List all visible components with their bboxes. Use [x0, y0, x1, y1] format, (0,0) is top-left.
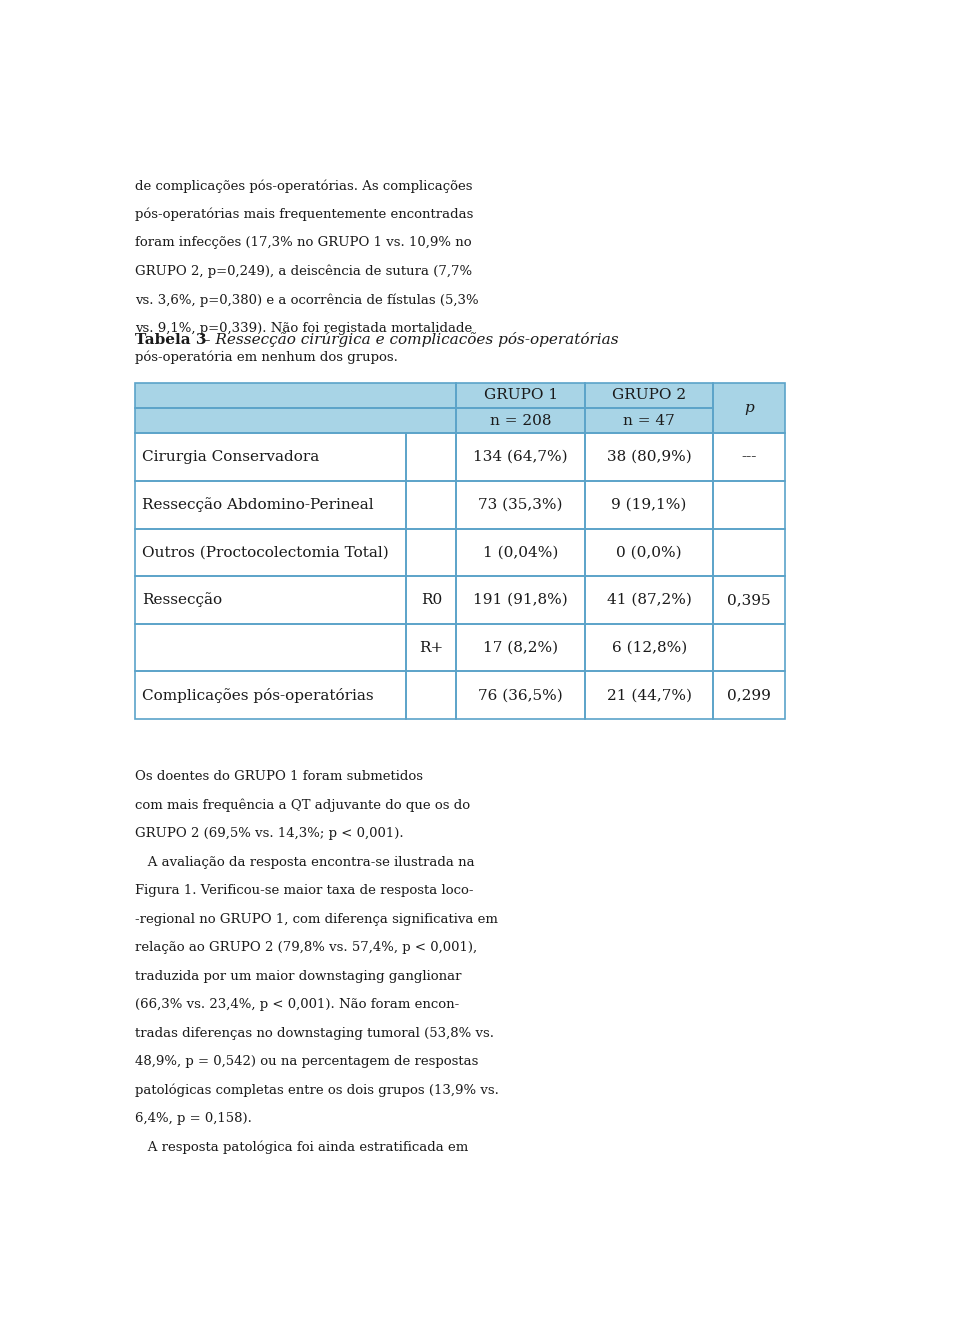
- Text: vs. 9,1%, p=0,339). Não foi registada mortalidade: vs. 9,1%, p=0,339). Não foi registada mo…: [134, 321, 472, 335]
- Text: Complicações pós-operatórias: Complicações pós-operatórias: [142, 688, 374, 703]
- Bar: [456, 577, 585, 624]
- Text: A resposta patológica foi ainda estratificada em: A resposta patológica foi ainda estratif…: [134, 1140, 468, 1154]
- Bar: [456, 382, 585, 407]
- Bar: [585, 407, 713, 434]
- Text: foram infecções (17,3% no GRUPO 1 vs. 10,9% no: foram infecções (17,3% no GRUPO 1 vs. 10…: [134, 237, 471, 249]
- Bar: [406, 482, 456, 529]
- Bar: [406, 434, 456, 482]
- Text: -regional no GRUPO 1, com diferença significativa em: -regional no GRUPO 1, com diferença sign…: [134, 913, 497, 926]
- Text: GRUPO 1: GRUPO 1: [484, 389, 558, 402]
- Bar: [713, 382, 785, 434]
- Text: com mais frequência a QT adjuvante do que os do: com mais frequência a QT adjuvante do qu…: [134, 799, 470, 812]
- Text: 6,4%, p = 0,158).: 6,4%, p = 0,158).: [134, 1113, 252, 1126]
- Bar: [456, 529, 585, 577]
- Text: – Ressecção cirúrgica e complicacões pós-operatórias: – Ressecção cirúrgica e complicacões pós…: [198, 332, 619, 347]
- Bar: [134, 577, 406, 624]
- Text: 38 (80,9%): 38 (80,9%): [607, 450, 691, 464]
- Bar: [134, 624, 406, 672]
- Text: ---: ---: [741, 450, 756, 464]
- Text: 21 (44,7%): 21 (44,7%): [607, 688, 691, 703]
- Bar: [406, 672, 456, 720]
- Text: 17 (8,2%): 17 (8,2%): [483, 640, 558, 655]
- Text: 48,9%, p = 0,542) ou na percentagem de respostas: 48,9%, p = 0,542) ou na percentagem de r…: [134, 1056, 478, 1068]
- Text: 191 (91,8%): 191 (91,8%): [473, 593, 568, 607]
- Bar: [406, 577, 456, 624]
- Bar: [585, 382, 713, 407]
- Bar: [134, 434, 406, 482]
- Bar: [456, 482, 585, 529]
- Bar: [713, 672, 785, 720]
- Text: GRUPO 2, p=0,249), a deiscência de sutura (7,7%: GRUPO 2, p=0,249), a deiscência de sutur…: [134, 265, 472, 278]
- Text: traduzida por um maior downstaging ganglionar: traduzida por um maior downstaging gangl…: [134, 970, 462, 983]
- Text: Os doentes do GRUPO 1 foram submetidos: Os doentes do GRUPO 1 foram submetidos: [134, 770, 422, 783]
- Bar: [713, 529, 785, 577]
- Text: vs. 3,6%, p=0,380) e a ocorrência de fístulas (5,3%: vs. 3,6%, p=0,380) e a ocorrência de fís…: [134, 294, 478, 307]
- Text: Ressecção: Ressecção: [142, 593, 223, 607]
- Bar: [134, 382, 456, 407]
- Bar: [585, 624, 713, 672]
- Text: pós-operatória em nenhum dos grupos.: pós-operatória em nenhum dos grupos.: [134, 351, 397, 364]
- Text: R0: R0: [420, 593, 442, 607]
- Bar: [585, 482, 713, 529]
- Bar: [456, 407, 585, 434]
- Text: n = 208: n = 208: [490, 414, 551, 427]
- Text: 0,395: 0,395: [728, 593, 771, 607]
- Bar: [406, 624, 456, 672]
- Bar: [456, 407, 585, 434]
- Bar: [585, 529, 713, 577]
- Bar: [713, 624, 785, 672]
- Bar: [134, 407, 456, 434]
- Bar: [134, 407, 456, 434]
- Bar: [134, 529, 406, 577]
- Bar: [713, 482, 785, 529]
- Bar: [585, 672, 713, 720]
- Text: 6 (12,8%): 6 (12,8%): [612, 640, 686, 655]
- Text: 76 (36,5%): 76 (36,5%): [478, 688, 563, 703]
- Bar: [585, 434, 713, 482]
- Text: Tabela 3: Tabela 3: [134, 333, 206, 347]
- Text: Ressecção Abdomino-Perineal: Ressecção Abdomino-Perineal: [142, 497, 374, 512]
- Bar: [713, 577, 785, 624]
- Text: 0,299: 0,299: [727, 688, 771, 703]
- Bar: [134, 672, 406, 720]
- Text: patológicas completas entre os dois grupos (13,9% vs.: patológicas completas entre os dois grup…: [134, 1084, 499, 1097]
- Text: Figura 1. Verificou-se maior taxa de resposta loco-: Figura 1. Verificou-se maior taxa de res…: [134, 884, 473, 897]
- Text: de complicações pós-operatórias. As complicações: de complicações pós-operatórias. As comp…: [134, 179, 472, 193]
- Text: GRUPO 2 (69,5% vs. 14,3%; p < 0,001).: GRUPO 2 (69,5% vs. 14,3%; p < 0,001).: [134, 827, 403, 840]
- Text: (66,3% vs. 23,4%, p < 0,001). Não foram encon-: (66,3% vs. 23,4%, p < 0,001). Não foram …: [134, 998, 459, 1011]
- Bar: [585, 407, 713, 434]
- Text: Cirurgia Conservadora: Cirurgia Conservadora: [142, 450, 320, 464]
- Bar: [713, 434, 785, 482]
- Text: tradas diferenças no downstaging tumoral (53,8% vs.: tradas diferenças no downstaging tumoral…: [134, 1027, 493, 1040]
- Text: 41 (87,2%): 41 (87,2%): [607, 593, 691, 607]
- Text: 134 (64,7%): 134 (64,7%): [473, 450, 568, 464]
- Bar: [134, 482, 406, 529]
- Bar: [713, 382, 785, 434]
- Text: 0 (0,0%): 0 (0,0%): [616, 545, 682, 560]
- Text: Outros (Proctocolectomia Total): Outros (Proctocolectomia Total): [142, 545, 389, 560]
- Text: GRUPO 2: GRUPO 2: [612, 389, 686, 402]
- Bar: [134, 382, 456, 407]
- Text: 73 (35,3%): 73 (35,3%): [478, 497, 563, 512]
- Text: n = 47: n = 47: [623, 414, 675, 427]
- Bar: [456, 624, 585, 672]
- Text: 1 (0,04%): 1 (0,04%): [483, 545, 559, 560]
- Text: pós-operatórias mais frequentemente encontradas: pós-operatórias mais frequentemente enco…: [134, 208, 473, 221]
- Bar: [456, 672, 585, 720]
- Text: relação ao GRUPO 2 (79,8% vs. 57,4%, p < 0,001),: relação ao GRUPO 2 (79,8% vs. 57,4%, p <…: [134, 941, 477, 954]
- Bar: [406, 529, 456, 577]
- Bar: [456, 382, 585, 407]
- Text: A avaliação da resposta encontra-se ilustrada na: A avaliação da resposta encontra-se ilus…: [134, 856, 474, 869]
- Bar: [585, 382, 713, 407]
- Bar: [456, 434, 585, 482]
- Text: 9 (19,1%): 9 (19,1%): [612, 497, 686, 512]
- Text: p: p: [744, 401, 754, 415]
- Text: R+: R+: [420, 640, 444, 655]
- Bar: [585, 577, 713, 624]
